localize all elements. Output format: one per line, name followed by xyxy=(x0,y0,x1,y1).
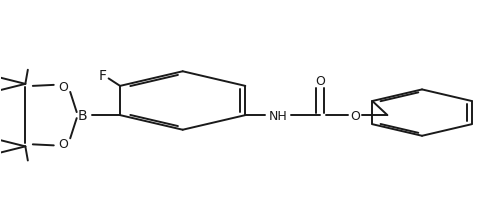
Text: B: B xyxy=(78,109,88,122)
Text: O: O xyxy=(350,109,360,122)
Text: F: F xyxy=(98,68,106,82)
Text: O: O xyxy=(315,75,325,88)
Text: NH: NH xyxy=(268,109,287,122)
Text: O: O xyxy=(58,81,68,94)
Text: O: O xyxy=(58,137,68,150)
